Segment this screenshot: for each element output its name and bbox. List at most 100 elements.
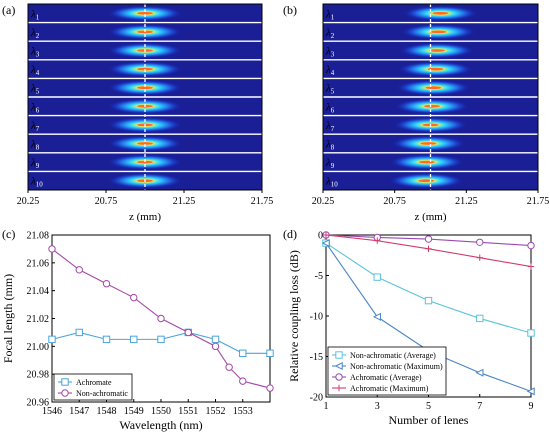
x-tick-label: 1551 (178, 406, 198, 417)
focus-core (137, 142, 153, 145)
focus-core (430, 30, 447, 34)
row-label: λ8 (325, 139, 335, 152)
row-label-subscript: 8 (331, 144, 335, 152)
data-point (184, 328, 192, 337)
data-point (321, 239, 330, 248)
row-label-subscript: 7 (331, 125, 335, 133)
focus-core (137, 86, 153, 90)
legend: Achromate Non-achromatic (53, 373, 133, 401)
x-tick-label: 9 (529, 401, 534, 412)
row-label-subscript: 4 (331, 69, 335, 77)
data-point (75, 266, 83, 274)
y-tick-label: 21.04 (27, 286, 50, 297)
data-point (48, 245, 56, 253)
x-tick-label: 21.75 (527, 196, 550, 207)
series-achromatic-average (322, 231, 535, 250)
row-label-subscript: 5 (331, 88, 335, 96)
data-point (130, 293, 138, 302)
data-point (239, 349, 247, 357)
data-point (475, 368, 484, 377)
legend: Non-achromatic (Average) Non-achromatic (… (327, 346, 447, 396)
row-label-subscript: 3 (331, 51, 335, 59)
x-tick-label: 21.25 (173, 196, 196, 207)
data-point (527, 329, 535, 337)
data-point (61, 378, 69, 386)
x-axis-label: Number of lenes (389, 413, 469, 427)
row-label-subscript: 5 (36, 88, 40, 96)
row-label-subscript: 9 (331, 162, 335, 170)
panel-label-b: (b) (283, 3, 297, 17)
data-point (239, 377, 247, 385)
row-label-subscript: 6 (36, 106, 40, 114)
row-label: λ2 (325, 27, 335, 40)
row-label: λ8 (30, 139, 40, 152)
y-tick-label: -20 (310, 393, 323, 404)
data-point (476, 314, 484, 323)
focus-core (418, 160, 435, 164)
row-label-subscript: 4 (36, 69, 40, 77)
x-tick-label: 21.25 (455, 196, 478, 207)
heatmap-frame (27, 3, 263, 191)
data-point (476, 254, 483, 261)
data-point (527, 241, 535, 250)
x-axis-label: z (mm) (414, 211, 446, 223)
x-tick-label: 20.25 (17, 196, 40, 207)
row-label: λ5 (30, 83, 40, 96)
data-point (211, 342, 220, 351)
row-label: λ9 (325, 157, 335, 170)
data-point (157, 335, 165, 344)
row-label-subscript: 2 (36, 32, 40, 40)
x-tick-label: 1549 (124, 406, 144, 417)
data-point (373, 273, 381, 281)
x-tick-label: 1 (324, 401, 329, 412)
x-tick-label: 1546 (42, 406, 62, 417)
row-label: λ9 (30, 157, 40, 170)
x-tick-label: 7 (477, 401, 482, 412)
row-label: λ4 (325, 64, 335, 77)
panel-label-c: (c) (2, 227, 15, 241)
row-label: λ7 (325, 120, 335, 133)
data-point (266, 349, 274, 357)
row-label: λ2 (30, 27, 40, 40)
focus-core (137, 11, 153, 15)
series-non-achromatic (48, 245, 274, 392)
series-achromatic-maximum (322, 231, 535, 270)
focus-core (432, 11, 449, 15)
y-tick-label: -15 (310, 352, 323, 363)
row-label: λ4 (30, 64, 40, 77)
legend-entry: Non-achromatic (Maximum) (350, 362, 443, 371)
y-tick-label: 21.08 (27, 231, 50, 242)
data-point (211, 335, 220, 344)
row-label-subscript: 9 (36, 162, 40, 170)
data-point (335, 373, 343, 381)
x-tick-label: 1550 (151, 406, 171, 417)
data-point (130, 335, 138, 344)
data-point (526, 387, 535, 396)
focus-core (428, 49, 445, 52)
data-point (75, 328, 83, 337)
data-point (374, 237, 381, 244)
row-label: λ3 (325, 46, 335, 59)
row-label: λ3 (30, 46, 40, 59)
focus-core (137, 160, 153, 164)
focus-core (418, 179, 435, 183)
data-point (335, 384, 343, 392)
data-point (225, 363, 233, 371)
data-point (102, 335, 111, 344)
series-achromate (48, 328, 274, 357)
x-axis-label: Wavelength (nm) (119, 418, 202, 432)
y-tick-label: 0 (318, 231, 323, 242)
y-tick-label: 20.98 (27, 370, 50, 381)
series-non-achromatic-average (322, 239, 535, 337)
focus-core (423, 104, 440, 108)
legend-entry: Achromatic (Average) (350, 373, 422, 382)
data-point (61, 389, 69, 397)
data-point (102, 280, 111, 288)
line-chart-panel-c: 1546 1547 1548 1549 1550 1551 1552 1553 20.96 20.… (1, 231, 274, 432)
row-label: λ1 (30, 8, 40, 21)
data-point (424, 235, 433, 243)
data-point (372, 312, 381, 321)
data-point (335, 351, 343, 359)
